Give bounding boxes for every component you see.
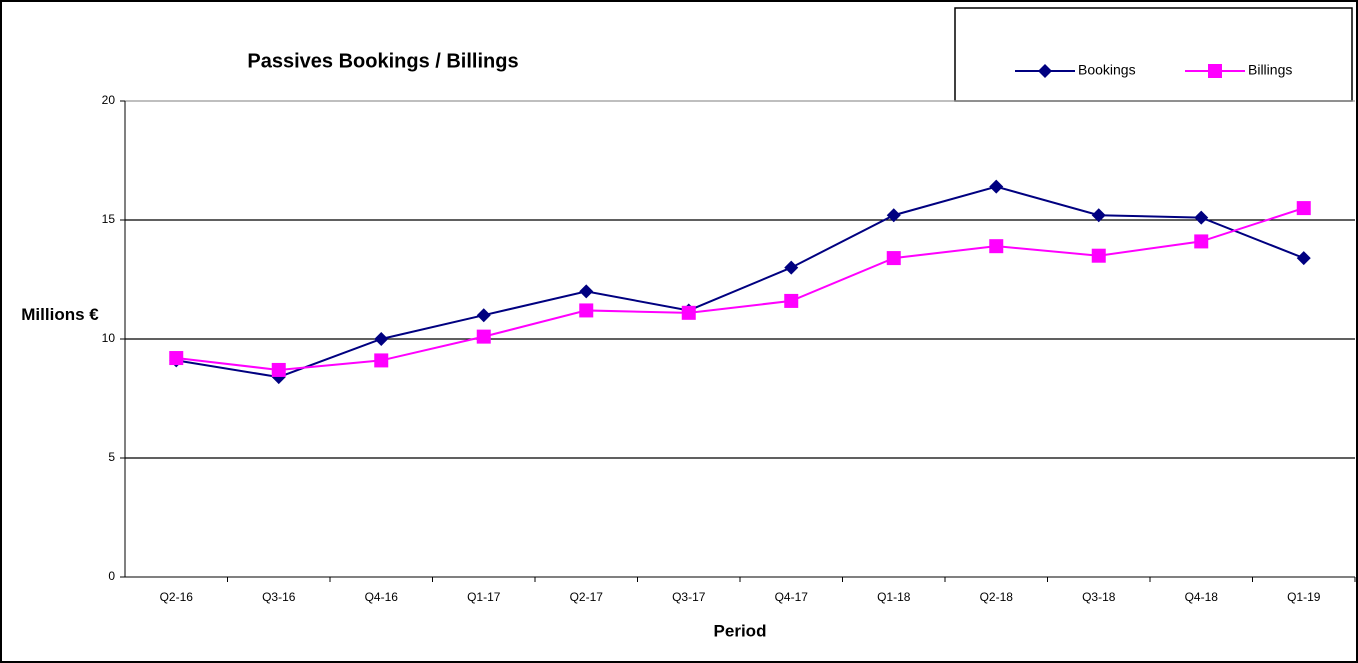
- x-tick-label: Q2-18: [980, 590, 1014, 604]
- marker: [374, 332, 389, 346]
- x-tick-label: Q2-17: [570, 590, 604, 604]
- legend-box: [954, 7, 1353, 102]
- series-line: [176, 207, 1305, 371]
- marker: [1296, 201, 1311, 216]
- marker: [1208, 64, 1222, 78]
- marker: [476, 308, 491, 323]
- y-tick-label: 20: [102, 93, 116, 107]
- x-tick-label: Q1-19: [1287, 590, 1321, 604]
- x-tick-label: Q4-17: [775, 590, 809, 604]
- marker: [169, 351, 184, 366]
- marker: [579, 303, 594, 318]
- y-tick-label: 5: [108, 450, 115, 464]
- x-tick-label: Q1-17: [467, 590, 501, 604]
- marker: [681, 305, 696, 320]
- marker: [989, 179, 1004, 194]
- marker: [271, 362, 286, 377]
- x-tick-label: Q3-18: [1082, 590, 1116, 604]
- marker: [886, 251, 901, 266]
- marker: [374, 353, 389, 368]
- marker: [579, 284, 594, 299]
- marker: [1194, 234, 1209, 249]
- marker: [1194, 210, 1209, 225]
- x-tick-label: Q1-18: [877, 590, 911, 604]
- marker: [476, 329, 491, 344]
- y-tick-label: 0: [108, 569, 115, 583]
- legend-label: Bookings: [1078, 62, 1136, 78]
- x-tick-label: Q3-17: [672, 590, 706, 604]
- x-tick-label: Q4-16: [365, 590, 399, 604]
- marker: [1091, 208, 1106, 223]
- marker: [1296, 251, 1311, 266]
- y-tick-label: 15: [102, 212, 116, 226]
- y-tick-label: 10: [102, 331, 116, 345]
- series-line: [176, 185, 1305, 379]
- x-tick-label: Q3-16: [262, 590, 296, 604]
- marker: [784, 293, 799, 308]
- x-tick-label: Q2-16: [160, 590, 194, 604]
- chart-title: Passives Bookings / Billings: [247, 50, 518, 72]
- marker: [989, 239, 1004, 254]
- y-axis-label: Millions €: [21, 305, 99, 324]
- x-axis-label: Period: [714, 621, 767, 640]
- legend-label: Billings: [1248, 62, 1292, 78]
- marker: [886, 208, 901, 223]
- marker: [1091, 248, 1106, 263]
- marker: [784, 260, 799, 275]
- marker: [1038, 64, 1052, 78]
- x-tick-label: Q4-18: [1185, 590, 1219, 604]
